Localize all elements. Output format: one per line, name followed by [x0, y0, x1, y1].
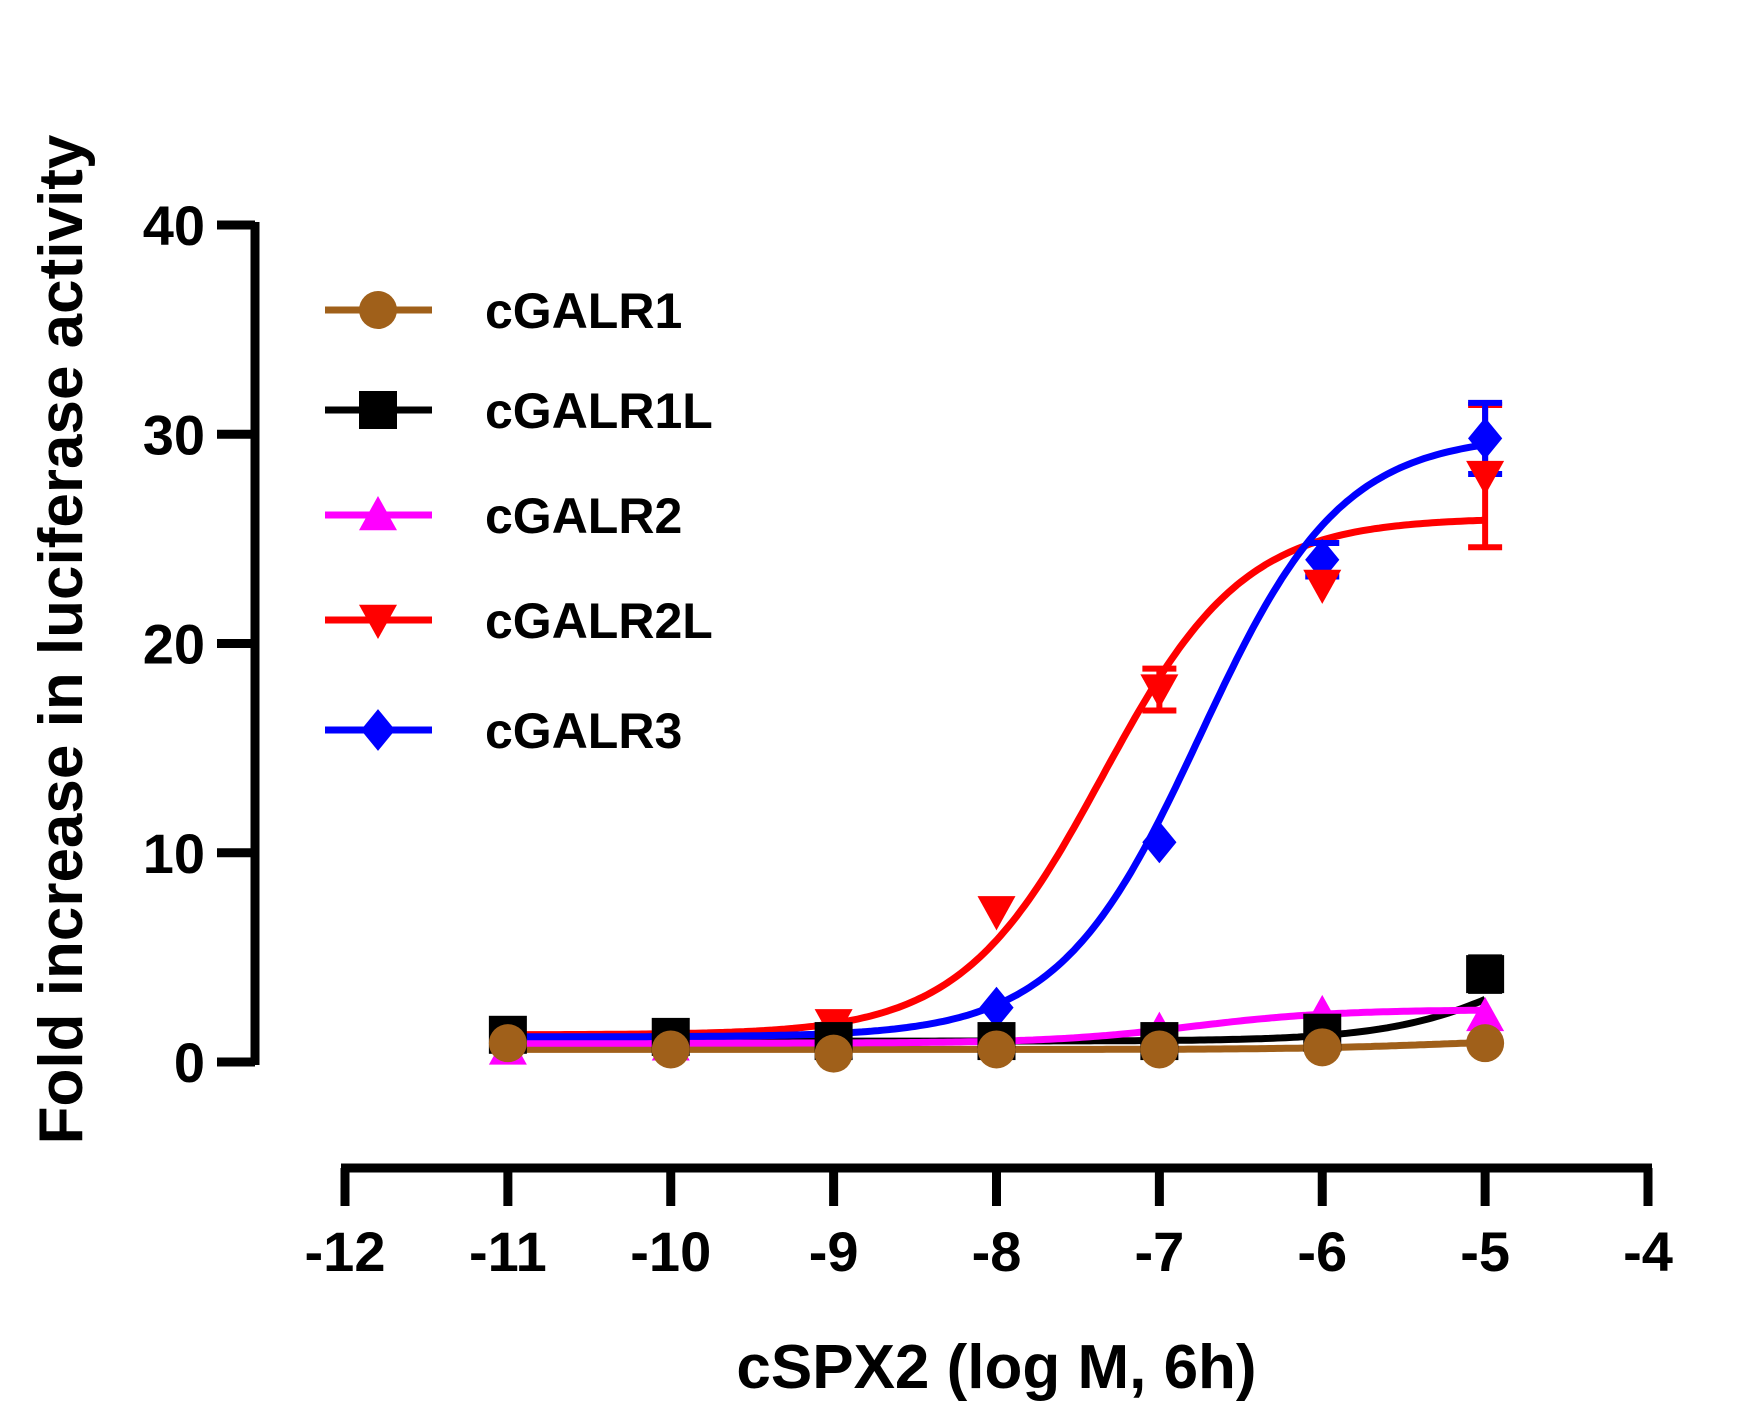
- x-tick-label: -6: [1297, 1220, 1347, 1283]
- legend-label-cGALR2: cGALR2: [485, 488, 682, 544]
- legend-marker-cGALR3: [360, 709, 396, 751]
- legend-marker-cGALR1: [359, 291, 397, 329]
- data-point-cGALR1: [1140, 1030, 1179, 1069]
- legend-marker-cGALR2: [359, 496, 397, 531]
- legend: cGALR1 cGALR1L cGALR2 cGALR2L cGALR3: [325, 283, 713, 759]
- legend-label-cGALR1L: cGALR1L: [485, 383, 713, 439]
- y-tick-label: 20: [143, 613, 205, 676]
- data-point-cGALR1L: [1466, 955, 1505, 994]
- x-tick-label: -7: [1134, 1220, 1184, 1283]
- x-tick-label: -5: [1460, 1220, 1510, 1283]
- data-point-cGALR2L: [1466, 460, 1505, 496]
- data-point-cGALR3: [1468, 417, 1503, 460]
- y-axis-title: Fold increase in luciferase activity: [27, 134, 96, 1144]
- y-tick-label: 10: [143, 822, 205, 885]
- data-point-cGALR1: [651, 1030, 690, 1069]
- x-tick-label: -12: [305, 1220, 386, 1283]
- data-point-cGALR1: [814, 1034, 853, 1073]
- x-tick-label: -8: [972, 1220, 1022, 1283]
- y-tick-label: 0: [174, 1031, 205, 1094]
- error-bars: [1142, 399, 1503, 994]
- data-point-cGALR3: [1305, 538, 1340, 581]
- x-tick-label: -10: [630, 1220, 711, 1283]
- axes: 0 10 20 30 40 -12 -11 -10 -9 -8 -7 -6 -5 -4: [143, 194, 1673, 1283]
- data-point-cGALR2L: [1140, 674, 1179, 709]
- data-point-cGALR2: [1466, 996, 1505, 1032]
- data-point-cGALR2L: [1303, 569, 1342, 604]
- y-tick-label: 30: [143, 403, 205, 466]
- legend-marker-cGALR1L: [359, 391, 397, 429]
- legend-marker-cGALR2L: [359, 604, 397, 639]
- x-tick-label: -9: [809, 1220, 859, 1283]
- data-point-cGALR2L: [977, 896, 1016, 931]
- data-point-cGALR1: [977, 1030, 1016, 1069]
- legend-label-cGALR3: cGALR3: [485, 703, 682, 759]
- x-tick-label: -4: [1623, 1220, 1673, 1283]
- data-point-cGALR1: [1466, 1024, 1505, 1063]
- y-tick-label: 40: [143, 194, 205, 257]
- legend-label-cGALR2L: cGALR2L: [485, 593, 713, 649]
- x-tick-label: -11: [469, 1220, 547, 1283]
- data-point-cGALR3: [1142, 821, 1177, 864]
- data-points: [488, 417, 1505, 1073]
- data-point-cGALR1: [1303, 1028, 1342, 1067]
- legend-label-cGALR1: cGALR1: [485, 283, 682, 339]
- data-point-cGALR3: [979, 986, 1014, 1029]
- data-point-cGALR1: [488, 1024, 527, 1063]
- x-axis-title: cSPX2 (log M, 6h): [736, 1333, 1256, 1402]
